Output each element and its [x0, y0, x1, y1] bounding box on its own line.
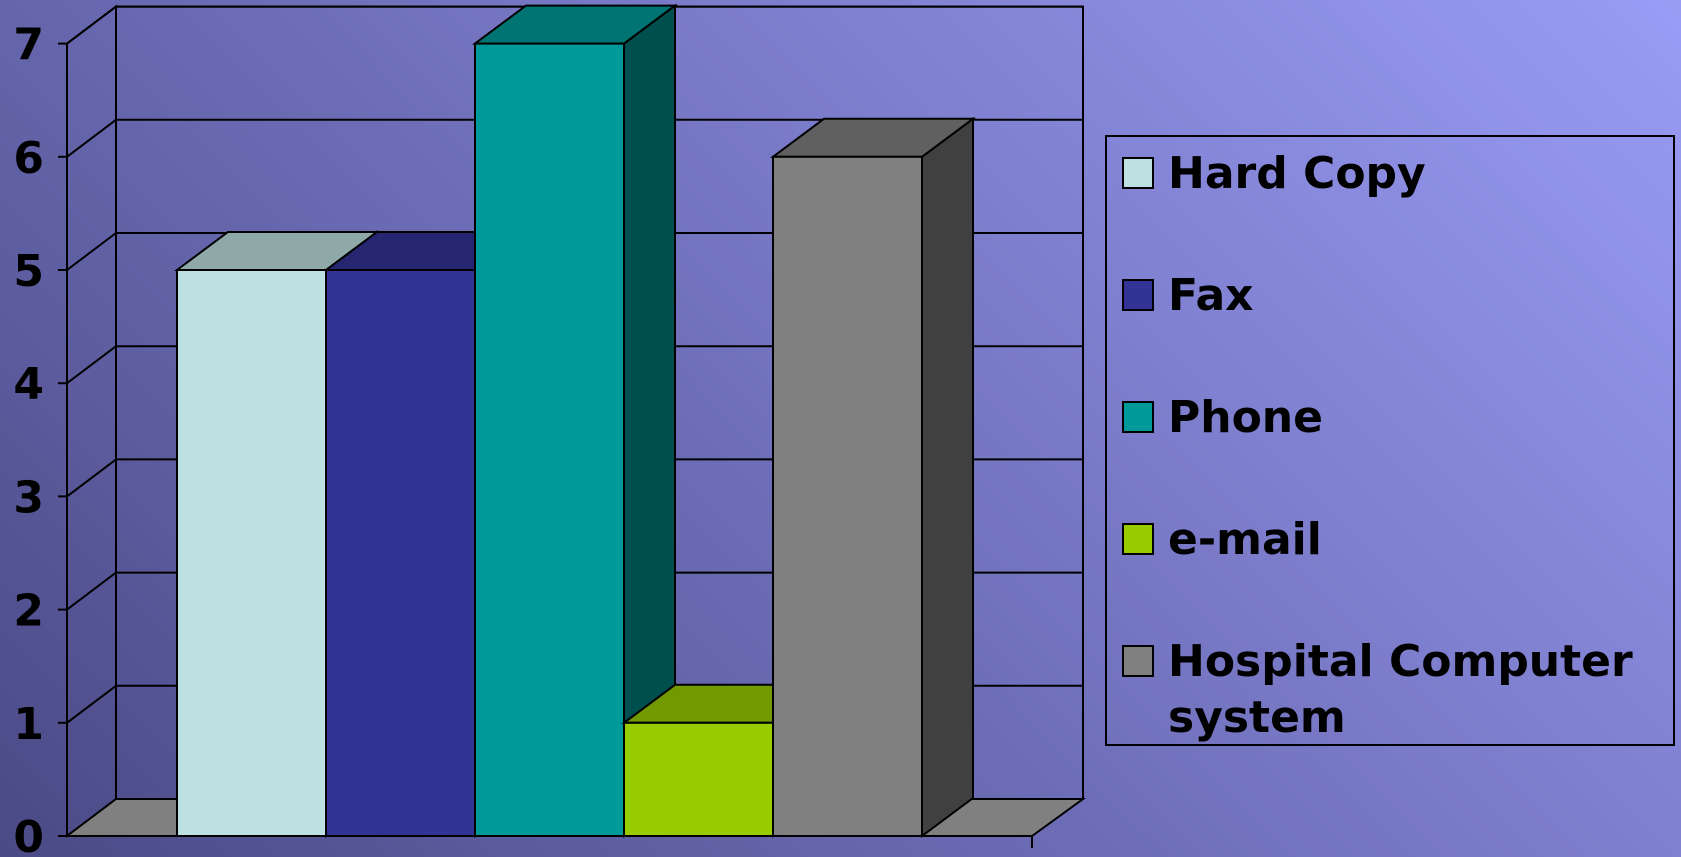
y-tick-label: 7 — [13, 20, 44, 71]
legend-swatch — [1122, 279, 1154, 311]
bar — [474, 42, 625, 838]
legend-label: Hard Copy — [1168, 148, 1426, 199]
gridline-side — [66, 345, 117, 384]
legend-label: e-mail — [1168, 514, 1322, 565]
legend-label: system — [1168, 692, 1346, 743]
bar — [772, 155, 923, 838]
y-tick-label: 1 — [13, 699, 44, 750]
bar — [325, 269, 476, 837]
legend-label: Hospital Computer — [1168, 636, 1633, 687]
legend-box — [1105, 135, 1675, 746]
legend-entry: Hard Copy — [1122, 148, 1426, 199]
bar — [623, 721, 774, 837]
bars — [173, 3, 977, 838]
legend-swatch — [1122, 645, 1154, 677]
y-tick-label: 0 — [13, 812, 44, 857]
side-wall — [66, 4, 117, 839]
y-tick-labels: 0 1 2 3 4 5 6 7 — [13, 20, 44, 857]
gridline-side — [66, 458, 117, 498]
bar-hospital-computer-system — [769, 116, 977, 838]
legend-entry: e-mail — [1122, 514, 1322, 565]
bar-phone — [471, 3, 679, 838]
gridline-side — [66, 232, 117, 271]
legend: Hard Copy Fax Phone e-mail Hospital Computer… — [1105, 135, 1675, 746]
y-tick-label: 2 — [13, 586, 44, 637]
legend-swatch — [1122, 157, 1154, 189]
bar — [176, 269, 327, 837]
gridline-side — [66, 685, 117, 724]
legend-swatch — [1122, 523, 1154, 555]
bar-side — [921, 116, 974, 838]
legend-entry: Phone — [1122, 392, 1323, 443]
legend-entry: Fax — [1122, 270, 1254, 321]
legend-label: Fax — [1168, 270, 1254, 321]
y-tick-label: 4 — [13, 359, 44, 410]
gridline-side — [66, 5, 117, 45]
legend-label: Phone — [1168, 392, 1323, 443]
y-tick-label: 5 — [13, 246, 44, 297]
y-tick-label: 3 — [13, 472, 44, 523]
gridline-side — [66, 571, 117, 611]
legend-swatch — [1122, 401, 1154, 433]
gridline-side — [66, 119, 117, 158]
y-tick-label: 6 — [13, 133, 44, 184]
